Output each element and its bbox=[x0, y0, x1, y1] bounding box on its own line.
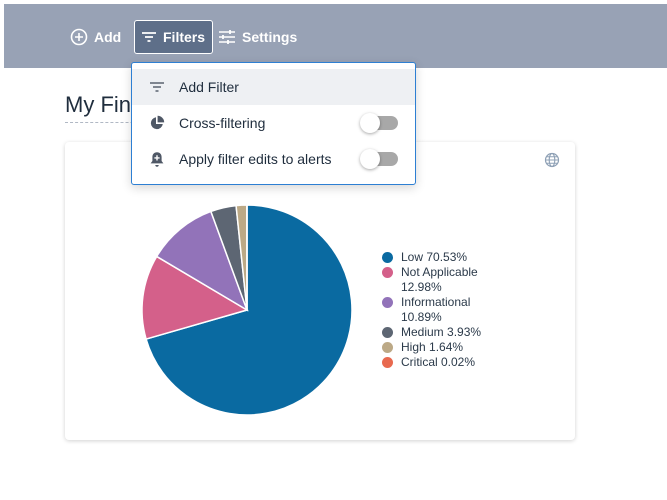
pie-slice-not-applicable[interactable] bbox=[141, 255, 249, 340]
legend-swatch bbox=[382, 327, 393, 338]
pie-chart-icon bbox=[148, 114, 166, 132]
add-filter-label: Add Filter bbox=[179, 79, 239, 95]
chart-legend: Low 70.53% Not Applicable 12.98% Informati… bbox=[382, 250, 487, 370]
filters-button[interactable]: Filters bbox=[134, 20, 213, 54]
apply-filter-alerts-label: Apply filter edits to alerts bbox=[179, 151, 332, 167]
cross-filtering-label: Cross-filtering bbox=[179, 115, 266, 131]
legend-item[interactable]: Informational 10.89% bbox=[382, 295, 487, 325]
cross-filtering-toggle[interactable] bbox=[360, 113, 398, 133]
legend-item[interactable]: Medium 3.93% bbox=[382, 325, 487, 340]
settings-button[interactable]: Settings bbox=[218, 20, 297, 54]
filters-dropdown: Add Filter Cross-filtering Apply filter … bbox=[131, 62, 416, 185]
legend-swatch bbox=[382, 267, 393, 278]
bell-plus-icon bbox=[148, 150, 166, 168]
legend-swatch bbox=[382, 297, 393, 308]
legend-label: Medium 3.93% bbox=[401, 325, 482, 339]
legend-label: Not Applicable 12.98% bbox=[401, 265, 478, 294]
legend-item[interactable]: Low 70.53% bbox=[382, 250, 487, 265]
pie-slice-informational[interactable] bbox=[155, 210, 249, 312]
legend-swatch bbox=[382, 357, 393, 368]
add-filter-menu-item[interactable]: Add Filter bbox=[132, 69, 415, 105]
legend-item[interactable]: Not Applicable 12.98% bbox=[382, 265, 487, 295]
toggle-knob bbox=[360, 113, 380, 133]
toggle-knob bbox=[360, 149, 380, 169]
legend-label: High 1.64% bbox=[401, 340, 464, 354]
pie-chart bbox=[141, 204, 353, 416]
legend-label: Informational 10.89% bbox=[401, 295, 471, 324]
add-label: Add bbox=[94, 29, 122, 45]
sliders-icon bbox=[218, 29, 236, 45]
legend-item[interactable]: High 1.64% bbox=[382, 340, 487, 355]
legend-item[interactable]: Critical 0.02% bbox=[382, 355, 487, 370]
legend-swatch bbox=[382, 342, 393, 353]
apply-filter-alerts-menu-item[interactable]: Apply filter edits to alerts bbox=[132, 141, 415, 177]
filter-lines-icon bbox=[148, 78, 166, 96]
toolbar: Add Filters Settings bbox=[4, 4, 667, 68]
chart-card: Low 70.53% Not Applicable 12.98% Informati… bbox=[65, 142, 575, 440]
plus-circle-icon bbox=[70, 28, 88, 46]
legend-label: Low 70.53% bbox=[401, 250, 468, 264]
filter-lines-icon bbox=[141, 30, 157, 44]
settings-label: Settings bbox=[242, 29, 298, 45]
cross-filtering-menu-item[interactable]: Cross-filtering bbox=[132, 105, 415, 141]
apply-filter-alerts-toggle[interactable] bbox=[360, 149, 398, 169]
add-button[interactable]: Add bbox=[70, 20, 121, 54]
filters-label: Filters bbox=[163, 29, 206, 45]
legend-label: Critical 0.02% bbox=[401, 355, 476, 369]
pie-slice-low[interactable] bbox=[145, 204, 353, 416]
globe-icon[interactable] bbox=[544, 152, 560, 173]
legend-swatch bbox=[382, 252, 393, 263]
